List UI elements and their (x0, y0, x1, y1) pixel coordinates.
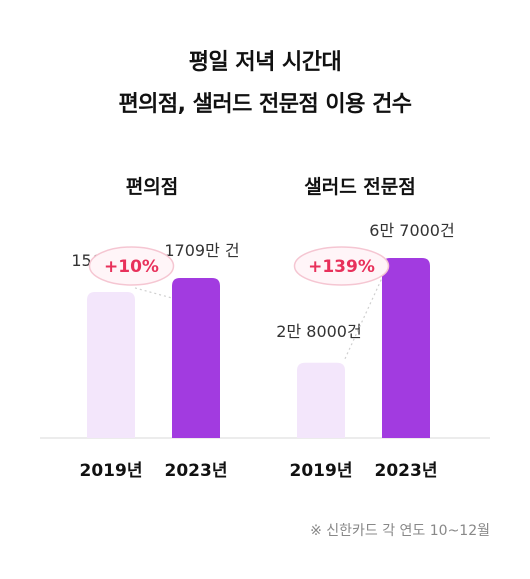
bar-0-1 (172, 278, 220, 438)
group-title-salad-shop: 샐러드 전문점 (304, 176, 416, 198)
value-label-0-1: 1709만 건 (164, 241, 239, 260)
change-label-0: +10% (104, 257, 159, 277)
bar-0-0 (87, 291, 135, 438)
year-label-0-0: 2019년 (80, 461, 143, 481)
bar-1-0 (297, 362, 345, 438)
value-label-1-1: 6만 7000건 (369, 221, 454, 240)
chart-title-line2: 편의점, 샐러드 전문점 이용 건수 (118, 92, 412, 117)
change-ellipse-1 (293, 246, 390, 286)
chart-title-line1: 평일 저녁 시간대 (188, 50, 342, 75)
group-title-convenience-store: 편의점 (125, 176, 179, 198)
change-ellipse-0 (88, 246, 175, 286)
connector-1 (344, 277, 383, 360)
year-label-0-1: 2023년 (165, 461, 228, 481)
change-label-1: +139% (308, 257, 375, 277)
connector-0 (134, 287, 173, 299)
value-label-1-0: 2만 8000건 (276, 322, 361, 341)
bar-1-1 (382, 258, 430, 438)
year-label-1-0: 2019년 (290, 461, 353, 481)
year-label-1-1: 2023년 (375, 461, 438, 481)
footnote: ※ 신한카드 각 연도 10~12월 (310, 523, 490, 539)
